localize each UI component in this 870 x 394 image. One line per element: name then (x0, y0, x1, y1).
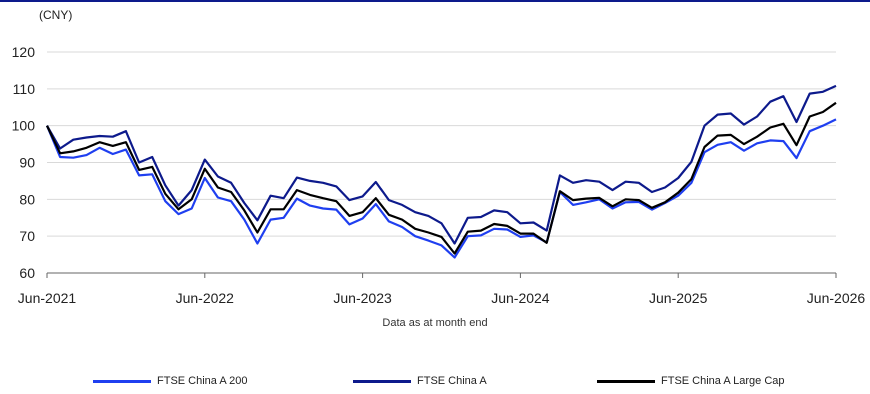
x-axis: Jun-2021 Jun-2022 Jun-2023 Jun-2024 Jun-2025… (18, 272, 866, 306)
legend-label: FTSE China A 200 (157, 375, 248, 387)
x-tick-label: Jun-2025 (649, 290, 708, 306)
legend-swatch-ftse-china-a-large-cap (597, 379, 655, 383)
x-tick-label: Jun-2023 (333, 290, 392, 306)
legend-label: FTSE China A (417, 375, 487, 387)
legend-item: FTSE China A (353, 375, 487, 387)
series-line-2 (46, 101, 837, 255)
y-axis-ticks: 60 70 80 90 100 110 120 (12, 44, 36, 281)
legend: FTSE China A 200 FTSE China A FTSE China… (0, 375, 870, 389)
top-rule (0, 0, 870, 2)
legend-item: FTSE China A 200 (93, 375, 248, 387)
y-tick-label: 90 (19, 155, 35, 171)
y-tick-label: 80 (19, 191, 35, 207)
x-tick-label: Jun-2024 (491, 290, 550, 306)
x-tick-label: Jun-2026 (807, 290, 866, 306)
legend-item: FTSE China A Large Cap (597, 375, 785, 387)
y-tick-label: 70 (19, 228, 35, 244)
legend-label: FTSE China A Large Cap (661, 375, 785, 387)
y-tick-label: 110 (13, 81, 36, 97)
series-lines (45, 84, 837, 259)
series-line-0 (45, 118, 837, 259)
y-tick-label: 60 (19, 265, 35, 281)
x-tick-label: Jun-2022 (176, 290, 235, 306)
x-axis-label: Data as at month end (382, 317, 488, 329)
x-tick-label: Jun-2021 (18, 290, 77, 306)
series-line-1 (46, 84, 837, 245)
y-unit-label: (CNY) (39, 8, 73, 22)
legend-swatch-ftse-china-a-200 (93, 379, 151, 383)
y-tick-label: 100 (12, 118, 36, 134)
y-tick-label: 120 (12, 44, 36, 60)
legend-swatch-ftse-china-a (353, 379, 411, 383)
